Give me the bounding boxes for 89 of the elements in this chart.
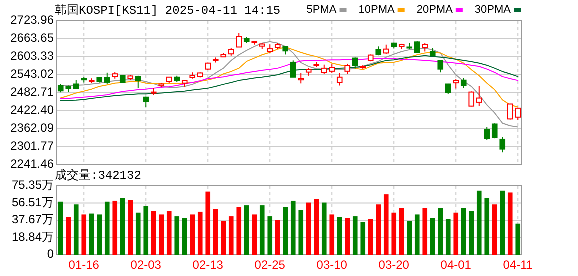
bar — [82, 214, 87, 255]
bar — [275, 220, 280, 255]
bar — [66, 217, 72, 255]
bar — [446, 219, 451, 255]
bar — [252, 214, 258, 255]
bar — [384, 194, 389, 255]
bar — [97, 214, 102, 255]
bar — [345, 218, 350, 255]
y-tick-label: 75.35万 — [12, 178, 54, 192]
bar — [368, 219, 374, 255]
y-tick-label: 0 — [47, 247, 54, 262]
bar — [438, 208, 444, 255]
bar — [89, 214, 94, 255]
bar — [414, 214, 420, 255]
y-tick-label: 37.67万 — [12, 212, 54, 227]
bar — [58, 202, 64, 255]
x-tick-label: 01-16 — [68, 258, 100, 272]
bar — [290, 200, 296, 255]
bar — [399, 208, 404, 255]
bar — [151, 211, 156, 255]
bar — [314, 199, 320, 255]
y-tick-label: 2663.65 — [10, 31, 54, 46]
bar — [283, 207, 288, 255]
bar — [136, 212, 141, 255]
bar — [166, 211, 172, 255]
bar — [352, 216, 358, 255]
bar — [159, 214, 164, 255]
bar — [500, 190, 506, 255]
y-tick-label: 2422.40 — [10, 103, 54, 118]
y-tick-label: 2482.71 — [10, 85, 54, 100]
bar — [221, 221, 226, 255]
bar — [376, 204, 382, 255]
x-tick-label: 02-25 — [254, 258, 286, 272]
bar — [461, 208, 466, 255]
y-tick-label: 2362.09 — [10, 121, 54, 136]
bar — [330, 214, 335, 255]
bar — [128, 200, 134, 255]
y-tick-label: 18.84万 — [12, 230, 54, 244]
x-tick-label: 03-10 — [316, 258, 348, 272]
bar — [322, 202, 327, 255]
bar — [182, 218, 188, 255]
x-tick-label: 02-03 — [130, 258, 162, 272]
bar — [190, 214, 196, 255]
bar — [74, 204, 79, 255]
y-tick-label: 2543.02 — [10, 67, 54, 82]
bar — [298, 210, 304, 255]
bar — [306, 202, 312, 255]
bar — [174, 216, 180, 255]
y-tick-label: 2603.33 — [10, 49, 54, 64]
bar — [144, 206, 149, 255]
bar — [112, 200, 118, 255]
x-tick-label: 04-11 — [503, 258, 534, 272]
x-tick-label: 04-01 — [440, 258, 472, 272]
bar — [104, 202, 110, 255]
x-tick-label: 03-20 — [378, 258, 410, 272]
bar — [392, 212, 397, 255]
bar — [454, 212, 459, 255]
y-tick-label: 2301.77 — [10, 139, 54, 154]
y-tick-label: 2723.96 — [10, 13, 54, 28]
bar — [268, 216, 273, 255]
bar — [476, 190, 482, 255]
bar — [206, 192, 211, 255]
candlestick — [73, 80, 80, 90]
bar — [213, 209, 218, 255]
x-tick-label: 02-13 — [192, 258, 224, 272]
y-tick-label: 2241.46 — [10, 157, 54, 172]
bar — [422, 208, 428, 255]
bar — [198, 212, 203, 255]
bar — [508, 192, 513, 255]
legend-label: 5PMA — [306, 4, 338, 16]
bar — [516, 224, 521, 255]
bar — [484, 198, 490, 255]
bar — [236, 207, 242, 255]
bar — [228, 216, 234, 255]
bar — [360, 222, 366, 255]
legend-label: 30PMA — [474, 4, 512, 16]
bar — [260, 206, 265, 255]
legend-label: 20PMA — [416, 4, 454, 16]
bar — [120, 198, 126, 255]
chart-title: 韩国KOSPI[KS11] 2025-04-11 14:15 — [55, 4, 281, 18]
y-tick-label: 56.51万 — [12, 195, 54, 210]
chart-title: 成交量:342132 — [55, 168, 142, 183]
bar — [430, 218, 436, 255]
bar — [469, 211, 474, 255]
bar — [337, 217, 342, 255]
bar — [407, 221, 412, 255]
legend-label: 10PMA — [358, 4, 396, 16]
bar — [244, 206, 250, 255]
bar — [492, 204, 498, 255]
